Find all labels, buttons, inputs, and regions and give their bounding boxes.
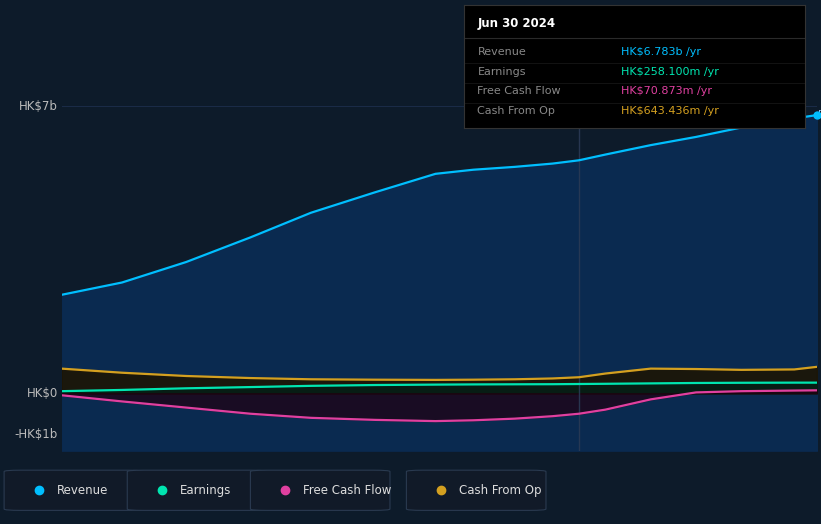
Text: Earnings: Earnings — [478, 67, 526, 77]
Text: Revenue: Revenue — [478, 47, 526, 57]
Text: Free Cash Flow: Free Cash Flow — [303, 484, 392, 497]
FancyBboxPatch shape — [250, 470, 390, 510]
Text: 2024: 2024 — [669, 466, 700, 479]
Text: HK$70.873m /yr: HK$70.873m /yr — [621, 86, 712, 96]
Text: HK$6.783b /yr: HK$6.783b /yr — [621, 47, 700, 57]
FancyBboxPatch shape — [406, 470, 546, 510]
Text: Earnings: Earnings — [180, 484, 232, 497]
Text: 2023: 2023 — [420, 466, 452, 479]
Text: Jun 30 2024: Jun 30 2024 — [478, 17, 556, 30]
Text: 2022: 2022 — [171, 466, 202, 479]
Text: -HK$1b: -HK$1b — [15, 428, 57, 441]
Text: Free Cash Flow: Free Cash Flow — [478, 86, 561, 96]
Text: Revenue: Revenue — [57, 484, 108, 497]
Text: HK$7b: HK$7b — [19, 100, 57, 113]
Text: HK$643.436m /yr: HK$643.436m /yr — [621, 106, 718, 116]
FancyBboxPatch shape — [4, 470, 144, 510]
Text: Cash From Op: Cash From Op — [478, 106, 555, 116]
Text: Cash From Op: Cash From Op — [459, 484, 541, 497]
FancyBboxPatch shape — [127, 470, 267, 510]
Text: HK$0: HK$0 — [26, 387, 57, 400]
Text: HK$258.100m /yr: HK$258.100m /yr — [621, 67, 718, 77]
Text: Past: Past — [819, 110, 821, 120]
